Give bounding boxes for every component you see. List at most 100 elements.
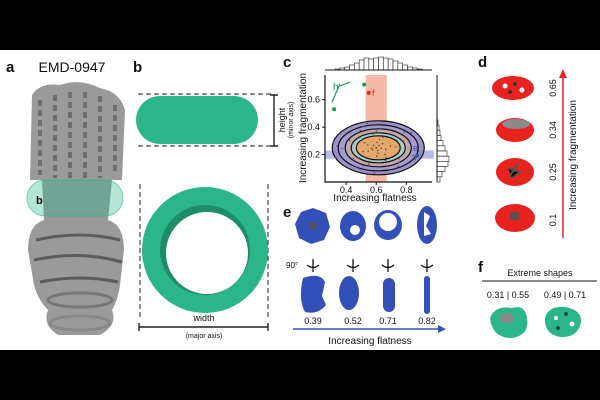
data-point (403, 131, 405, 133)
top-marginal-histogram (325, 56, 432, 71)
x-tick-label: 0.8 (400, 185, 413, 195)
selected-region-band (26, 179, 124, 217)
flatness-value: 0.71 (379, 316, 397, 326)
data-point (399, 147, 402, 150)
marked-point-f (366, 90, 371, 95)
marked-point-e (414, 153, 419, 158)
data-point (341, 147, 343, 150)
ring-side-view (136, 96, 258, 144)
data-point (362, 125, 364, 128)
height-sublabel: (minor axis) (288, 102, 295, 139)
data-point (378, 144, 380, 147)
data-point (397, 165, 400, 168)
data-point (382, 136, 384, 139)
hist-bar (368, 58, 374, 71)
hist-bar (436, 161, 449, 167)
right-marginal-histogram (436, 75, 450, 183)
data-point (384, 148, 387, 151)
data-point (396, 139, 398, 142)
y-tick-label: 0.6 (307, 95, 320, 105)
fragmentation-shapes (492, 76, 535, 232)
hist-bar (378, 56, 384, 71)
axes (324, 75, 432, 183)
marked-point-h (362, 82, 367, 87)
data-point (398, 161, 401, 164)
data-point (412, 154, 414, 157)
data-point (361, 139, 364, 141)
data-point (366, 122, 368, 124)
data-point (410, 131, 413, 134)
height-bracket (270, 94, 278, 147)
data-point (367, 150, 369, 152)
data-point (381, 142, 384, 145)
data-point (355, 166, 358, 168)
data-point (380, 127, 382, 130)
rotation-label: 90° (286, 261, 298, 270)
fragmentation-axis-label: Increasing fragmentation (568, 100, 579, 210)
data-point (358, 157, 361, 159)
extreme-shape-value-2: 0.49 | 0.71 (544, 290, 586, 300)
rotation-arrows (306, 259, 434, 272)
x-tick-label: 0.6 (370, 185, 383, 195)
annotation-h-arrows (331, 81, 351, 103)
hist-bar (402, 64, 408, 71)
y-tick-label: 0.2 (307, 150, 320, 160)
extreme-shape-value-1: 0.31 | 0.55 (487, 290, 529, 300)
data-point (352, 157, 355, 160)
extreme-shapes-title: Extreme shapes (507, 268, 573, 278)
x-tick-label: 0.4 (340, 185, 353, 195)
data-point (371, 148, 374, 151)
data-point (375, 130, 378, 132)
data-point (402, 139, 404, 142)
flatness-arrow-head (438, 325, 446, 333)
flatness-shapes (295, 206, 437, 314)
hist-bar (358, 59, 365, 71)
data-point (378, 138, 381, 141)
data-point (385, 156, 387, 159)
panel-e-label: e (283, 204, 291, 221)
width-bracket (138, 323, 269, 331)
data-point (408, 141, 410, 143)
y-axis-label: Increasing fragmentation (298, 73, 309, 183)
panel-c-label: c (283, 54, 291, 71)
hist-bar (436, 171, 443, 178)
density-map-tower (28, 82, 125, 335)
data-point (376, 141, 378, 144)
hist-bar (436, 166, 446, 172)
data-point (352, 142, 354, 145)
data-point (372, 133, 374, 135)
data-point (356, 145, 358, 147)
hist-bar (436, 135, 442, 141)
fragmentation-value: 0.25 (548, 163, 558, 181)
data-point (334, 156, 337, 159)
data-point (362, 165, 364, 167)
data-point (373, 172, 375, 174)
hist-bar (392, 60, 399, 71)
data-point (375, 147, 378, 149)
data-point (414, 158, 417, 161)
hist-bar (436, 145, 446, 152)
data-point (367, 163, 370, 165)
width-label: width (192, 313, 214, 323)
hist-bar (436, 155, 450, 162)
flatness-axis-label: Increasing flatness (328, 336, 411, 347)
hist-bar (383, 57, 389, 71)
annotation-e: e (413, 143, 418, 153)
data-point (359, 129, 362, 132)
data-point (362, 150, 364, 153)
data-point (332, 141, 335, 143)
y-ticks: 0.2 0.4 0.6 (307, 95, 325, 160)
data-point (394, 146, 397, 148)
data-point (363, 141, 366, 144)
data-point (370, 147, 373, 149)
fragmentation-value: 0.34 (548, 121, 558, 139)
extreme-shapes (490, 306, 582, 338)
fragmentation-values: 0.65 0.34 0.25 0.1 (548, 79, 558, 226)
hist-bar (436, 140, 444, 147)
region-b-label: b (36, 195, 43, 207)
hist-bar (363, 57, 370, 71)
hist-bar (397, 62, 403, 71)
data-point (375, 155, 378, 158)
hist-bar (387, 58, 394, 71)
panel-a-title: EMD-0947 (39, 59, 106, 75)
